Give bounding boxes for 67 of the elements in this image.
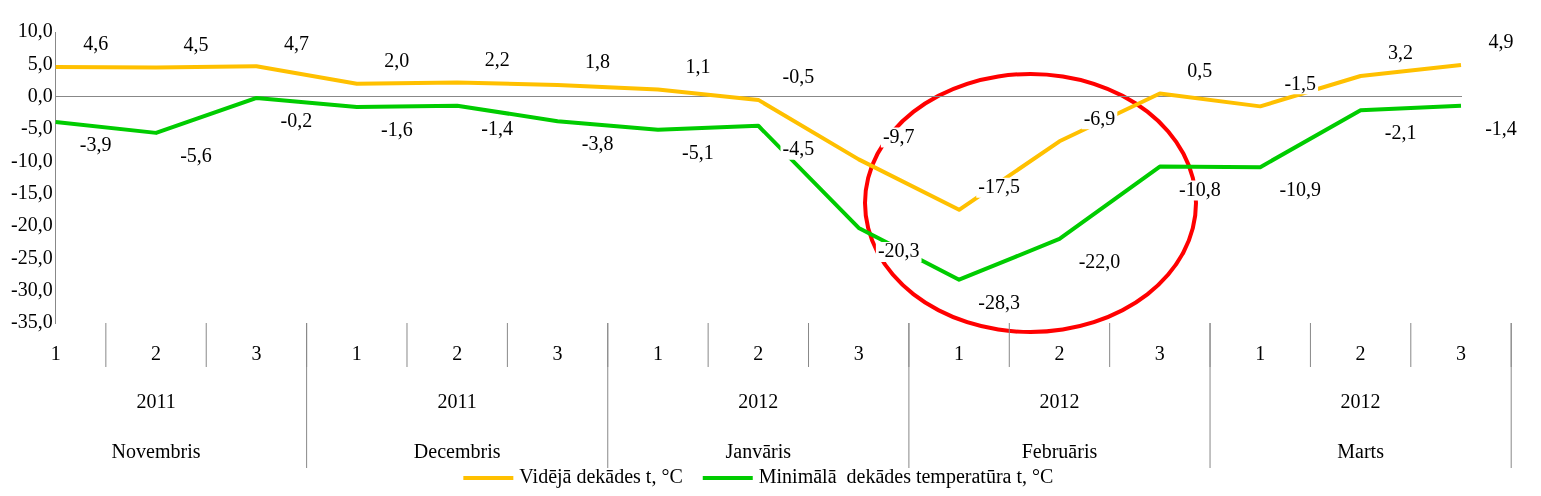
text: Decembris bbox=[413, 440, 501, 463]
data-label: -17,5 bbox=[978, 175, 1020, 198]
y-tick-label: -15,0 bbox=[10, 180, 53, 203]
x-tick-label: 2 bbox=[753, 342, 764, 365]
data-label: -2,1 bbox=[1384, 121, 1417, 144]
text: Februāris bbox=[1021, 440, 1098, 463]
data-label: -5,6 bbox=[180, 144, 212, 167]
data-label: -1,5 bbox=[1284, 71, 1317, 94]
text: 2012 bbox=[1039, 390, 1080, 413]
x-tick-label: 1 bbox=[50, 342, 61, 365]
data-label: 4,6 bbox=[83, 32, 109, 55]
y-tick-label: 5,0 bbox=[27, 51, 53, 74]
data-label: -20,3 bbox=[877, 239, 920, 262]
y-tick-label: -10,0 bbox=[10, 148, 53, 171]
data-label: 4,9 bbox=[1488, 30, 1514, 53]
data-label: 2,2 bbox=[484, 47, 510, 70]
y-tick-label: -25,0 bbox=[10, 245, 53, 268]
text: 2011 bbox=[136, 390, 176, 413]
data-label: -0,5 bbox=[782, 65, 815, 88]
text: 2012 bbox=[738, 390, 779, 413]
data-label: 1,8 bbox=[585, 50, 611, 73]
x-tick-label: 2 bbox=[1054, 342, 1065, 365]
y-tick-label: -30,0 bbox=[10, 277, 53, 300]
data-label: -1,4 bbox=[1485, 116, 1517, 139]
data-label: -22,0 bbox=[1078, 250, 1121, 273]
data-label: 4,7 bbox=[283, 31, 309, 54]
x-tick-label: 1 bbox=[652, 342, 663, 365]
data-label: -3,8 bbox=[581, 132, 614, 155]
x-tick-label: 3 bbox=[1456, 342, 1466, 365]
data-label: 0,5 bbox=[1187, 58, 1213, 81]
data-label: -4,5 bbox=[782, 137, 815, 160]
x-tick-label: 1 bbox=[351, 342, 362, 365]
data-label: -0,2 bbox=[280, 109, 313, 132]
x-tick-label: 1 bbox=[1255, 342, 1266, 365]
y-tick-label: -35,0 bbox=[10, 310, 53, 333]
data-label: -10,9 bbox=[1279, 178, 1322, 201]
x-tick-label: 2 bbox=[151, 342, 162, 365]
data-label: -5,1 bbox=[682, 140, 714, 163]
data-label: 4,5 bbox=[183, 32, 209, 55]
data-label: 2,0 bbox=[384, 48, 410, 71]
data-label: 1,1 bbox=[685, 54, 711, 77]
data-label: -6,9 bbox=[1083, 106, 1116, 129]
text: Novembris bbox=[111, 440, 201, 463]
text: Marts bbox=[1337, 440, 1385, 463]
text: 2012 bbox=[1340, 390, 1381, 413]
x-tick-label: 3 bbox=[853, 342, 864, 365]
data-label: -1,6 bbox=[380, 118, 413, 141]
y-tick-label: -5,0 bbox=[20, 116, 53, 139]
text: 2011 bbox=[437, 390, 477, 413]
x-tick-label: 3 bbox=[1154, 342, 1165, 365]
y-tick-label: -20,0 bbox=[10, 213, 53, 236]
x-tick-label: 3 bbox=[251, 342, 262, 365]
data-label: 3,2 bbox=[1388, 41, 1414, 64]
x-tick-label: 3 bbox=[552, 342, 563, 365]
legend-label: Minimālā dekādes temperatūra t, °C bbox=[758, 465, 1054, 489]
data-label: -9,7 bbox=[882, 124, 915, 147]
legend-label: Vidējā dekādes t, °C bbox=[519, 465, 683, 489]
y-tick-label: 0,0 bbox=[27, 83, 53, 106]
x-tick-label: 2 bbox=[452, 342, 463, 365]
text: Janvāris bbox=[725, 440, 792, 463]
x-tick-label: 1 bbox=[954, 342, 965, 365]
y-tick-label: 10,0 bbox=[17, 19, 53, 42]
x-tick-label: 2 bbox=[1355, 342, 1366, 365]
data-label: -3,9 bbox=[79, 133, 112, 156]
data-label: -28,3 bbox=[978, 290, 1020, 313]
data-label: -10,8 bbox=[1179, 177, 1221, 200]
data-label: -1,4 bbox=[481, 116, 514, 139]
